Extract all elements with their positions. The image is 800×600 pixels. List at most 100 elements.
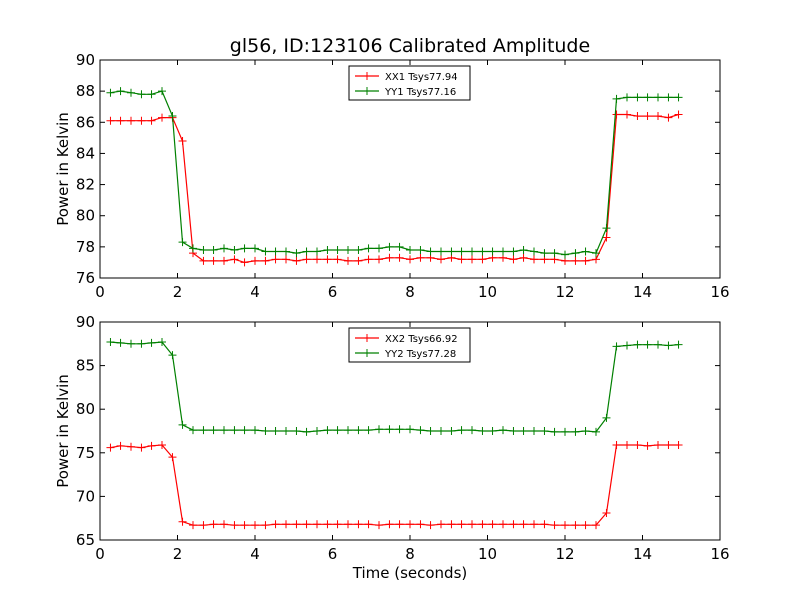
data-point <box>199 256 208 265</box>
data-point <box>261 521 270 530</box>
data-point <box>323 245 332 254</box>
data-point <box>437 520 445 529</box>
data-point <box>354 245 363 254</box>
x-tick-label: 2 <box>173 283 183 301</box>
data-point <box>261 427 270 435</box>
data-point <box>633 112 642 121</box>
data-point <box>581 247 590 256</box>
data-point <box>106 116 115 125</box>
data-point <box>509 247 518 256</box>
x-tick-label: 8 <box>405 283 415 301</box>
data-point <box>643 441 652 450</box>
data-point <box>209 426 218 435</box>
data-point <box>519 427 528 435</box>
data-point <box>354 520 363 529</box>
data-point <box>561 250 569 259</box>
data-point <box>240 258 249 267</box>
data-point <box>344 520 352 529</box>
data-point <box>199 426 208 435</box>
x-tick-label: 0 <box>95 283 105 301</box>
data-point <box>550 427 559 436</box>
data-point <box>468 520 476 529</box>
data-point <box>282 427 290 435</box>
data-point <box>406 520 414 529</box>
data-point <box>220 244 228 253</box>
y-tick-label: 78 <box>76 238 95 256</box>
lower-plot: 0 2 4 6 8 10 12 14 16 65 70 75 80 85 90 Power in Kelvin… <box>54 313 730 563</box>
data-point <box>499 426 507 435</box>
x-tick-label: 4 <box>250 545 260 563</box>
data-point <box>664 440 673 449</box>
data-point <box>478 255 487 264</box>
data-point <box>282 255 290 264</box>
data-point <box>292 427 301 435</box>
data-point <box>292 249 301 258</box>
data-point <box>654 112 662 121</box>
data-point <box>209 520 218 529</box>
data-point <box>168 351 177 360</box>
data-point <box>364 255 373 264</box>
data-point <box>261 256 270 265</box>
data-point <box>654 440 662 449</box>
x-tick-label: 8 <box>405 545 415 563</box>
data-point <box>478 427 487 435</box>
data-point <box>457 426 466 435</box>
data-point <box>426 247 435 256</box>
data-point <box>302 520 311 529</box>
data-point <box>519 253 528 262</box>
data-point <box>137 116 146 125</box>
data-point <box>106 443 115 452</box>
data-point <box>282 247 290 256</box>
data-point <box>447 520 456 529</box>
data-point <box>271 247 280 256</box>
plot-frame <box>99 59 721 279</box>
data-point <box>251 521 259 530</box>
data-point <box>127 88 135 97</box>
data-point <box>344 245 352 254</box>
data-point <box>612 110 621 119</box>
data-point <box>530 247 538 256</box>
data-point <box>220 256 228 265</box>
legend-label: XX1 Tsys77.94 <box>385 72 458 83</box>
data-point <box>147 441 156 450</box>
legend-marker <box>363 349 371 357</box>
x-tick-label: 10 <box>478 283 497 301</box>
data-point <box>282 520 290 529</box>
data-point <box>158 440 166 449</box>
x-tick-label: 12 <box>555 545 574 563</box>
data-point <box>158 113 166 122</box>
y-tick-label: 76 <box>76 269 95 287</box>
data-point <box>457 247 466 256</box>
data-point <box>178 420 187 429</box>
figure-title: gl56, ID:123106 Calibrated Amplitude <box>230 35 590 57</box>
data-point <box>643 112 652 121</box>
data-point <box>561 521 569 530</box>
data-point <box>323 520 332 529</box>
data-point <box>292 520 301 529</box>
data-point <box>116 338 125 347</box>
data-point <box>271 427 280 435</box>
data-point <box>354 426 363 435</box>
data-point <box>643 93 652 102</box>
data-point <box>488 427 497 435</box>
y-tick-label: 88 <box>76 82 95 100</box>
data-point <box>302 255 311 264</box>
data-point <box>664 113 673 122</box>
data-point <box>209 256 218 265</box>
x-tick-label: 14 <box>633 283 652 301</box>
data-point <box>426 521 435 530</box>
data-point <box>189 426 197 435</box>
data-point <box>540 520 549 529</box>
data-point <box>209 245 218 254</box>
data-point <box>561 427 569 436</box>
data-point <box>654 340 662 349</box>
x-tick-label: 6 <box>328 283 338 301</box>
data-point <box>571 256 580 265</box>
data-point <box>664 93 673 102</box>
data-point <box>581 256 590 265</box>
data-point <box>633 340 642 349</box>
data-point <box>189 521 197 530</box>
data-point <box>261 247 270 256</box>
data-point <box>333 426 342 435</box>
